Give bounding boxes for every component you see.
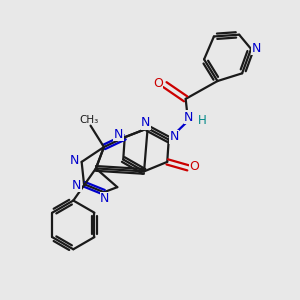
Text: N: N xyxy=(70,154,79,167)
Text: O: O xyxy=(153,77,163,90)
Text: N: N xyxy=(184,111,194,124)
Text: N: N xyxy=(100,192,110,205)
Text: N: N xyxy=(169,130,179,143)
Text: N: N xyxy=(113,128,123,141)
Text: N: N xyxy=(252,42,261,55)
Text: N: N xyxy=(141,116,151,130)
Text: O: O xyxy=(190,160,200,173)
Text: N: N xyxy=(72,178,81,192)
Text: CH₃: CH₃ xyxy=(79,115,98,125)
Text: H: H xyxy=(198,114,207,127)
